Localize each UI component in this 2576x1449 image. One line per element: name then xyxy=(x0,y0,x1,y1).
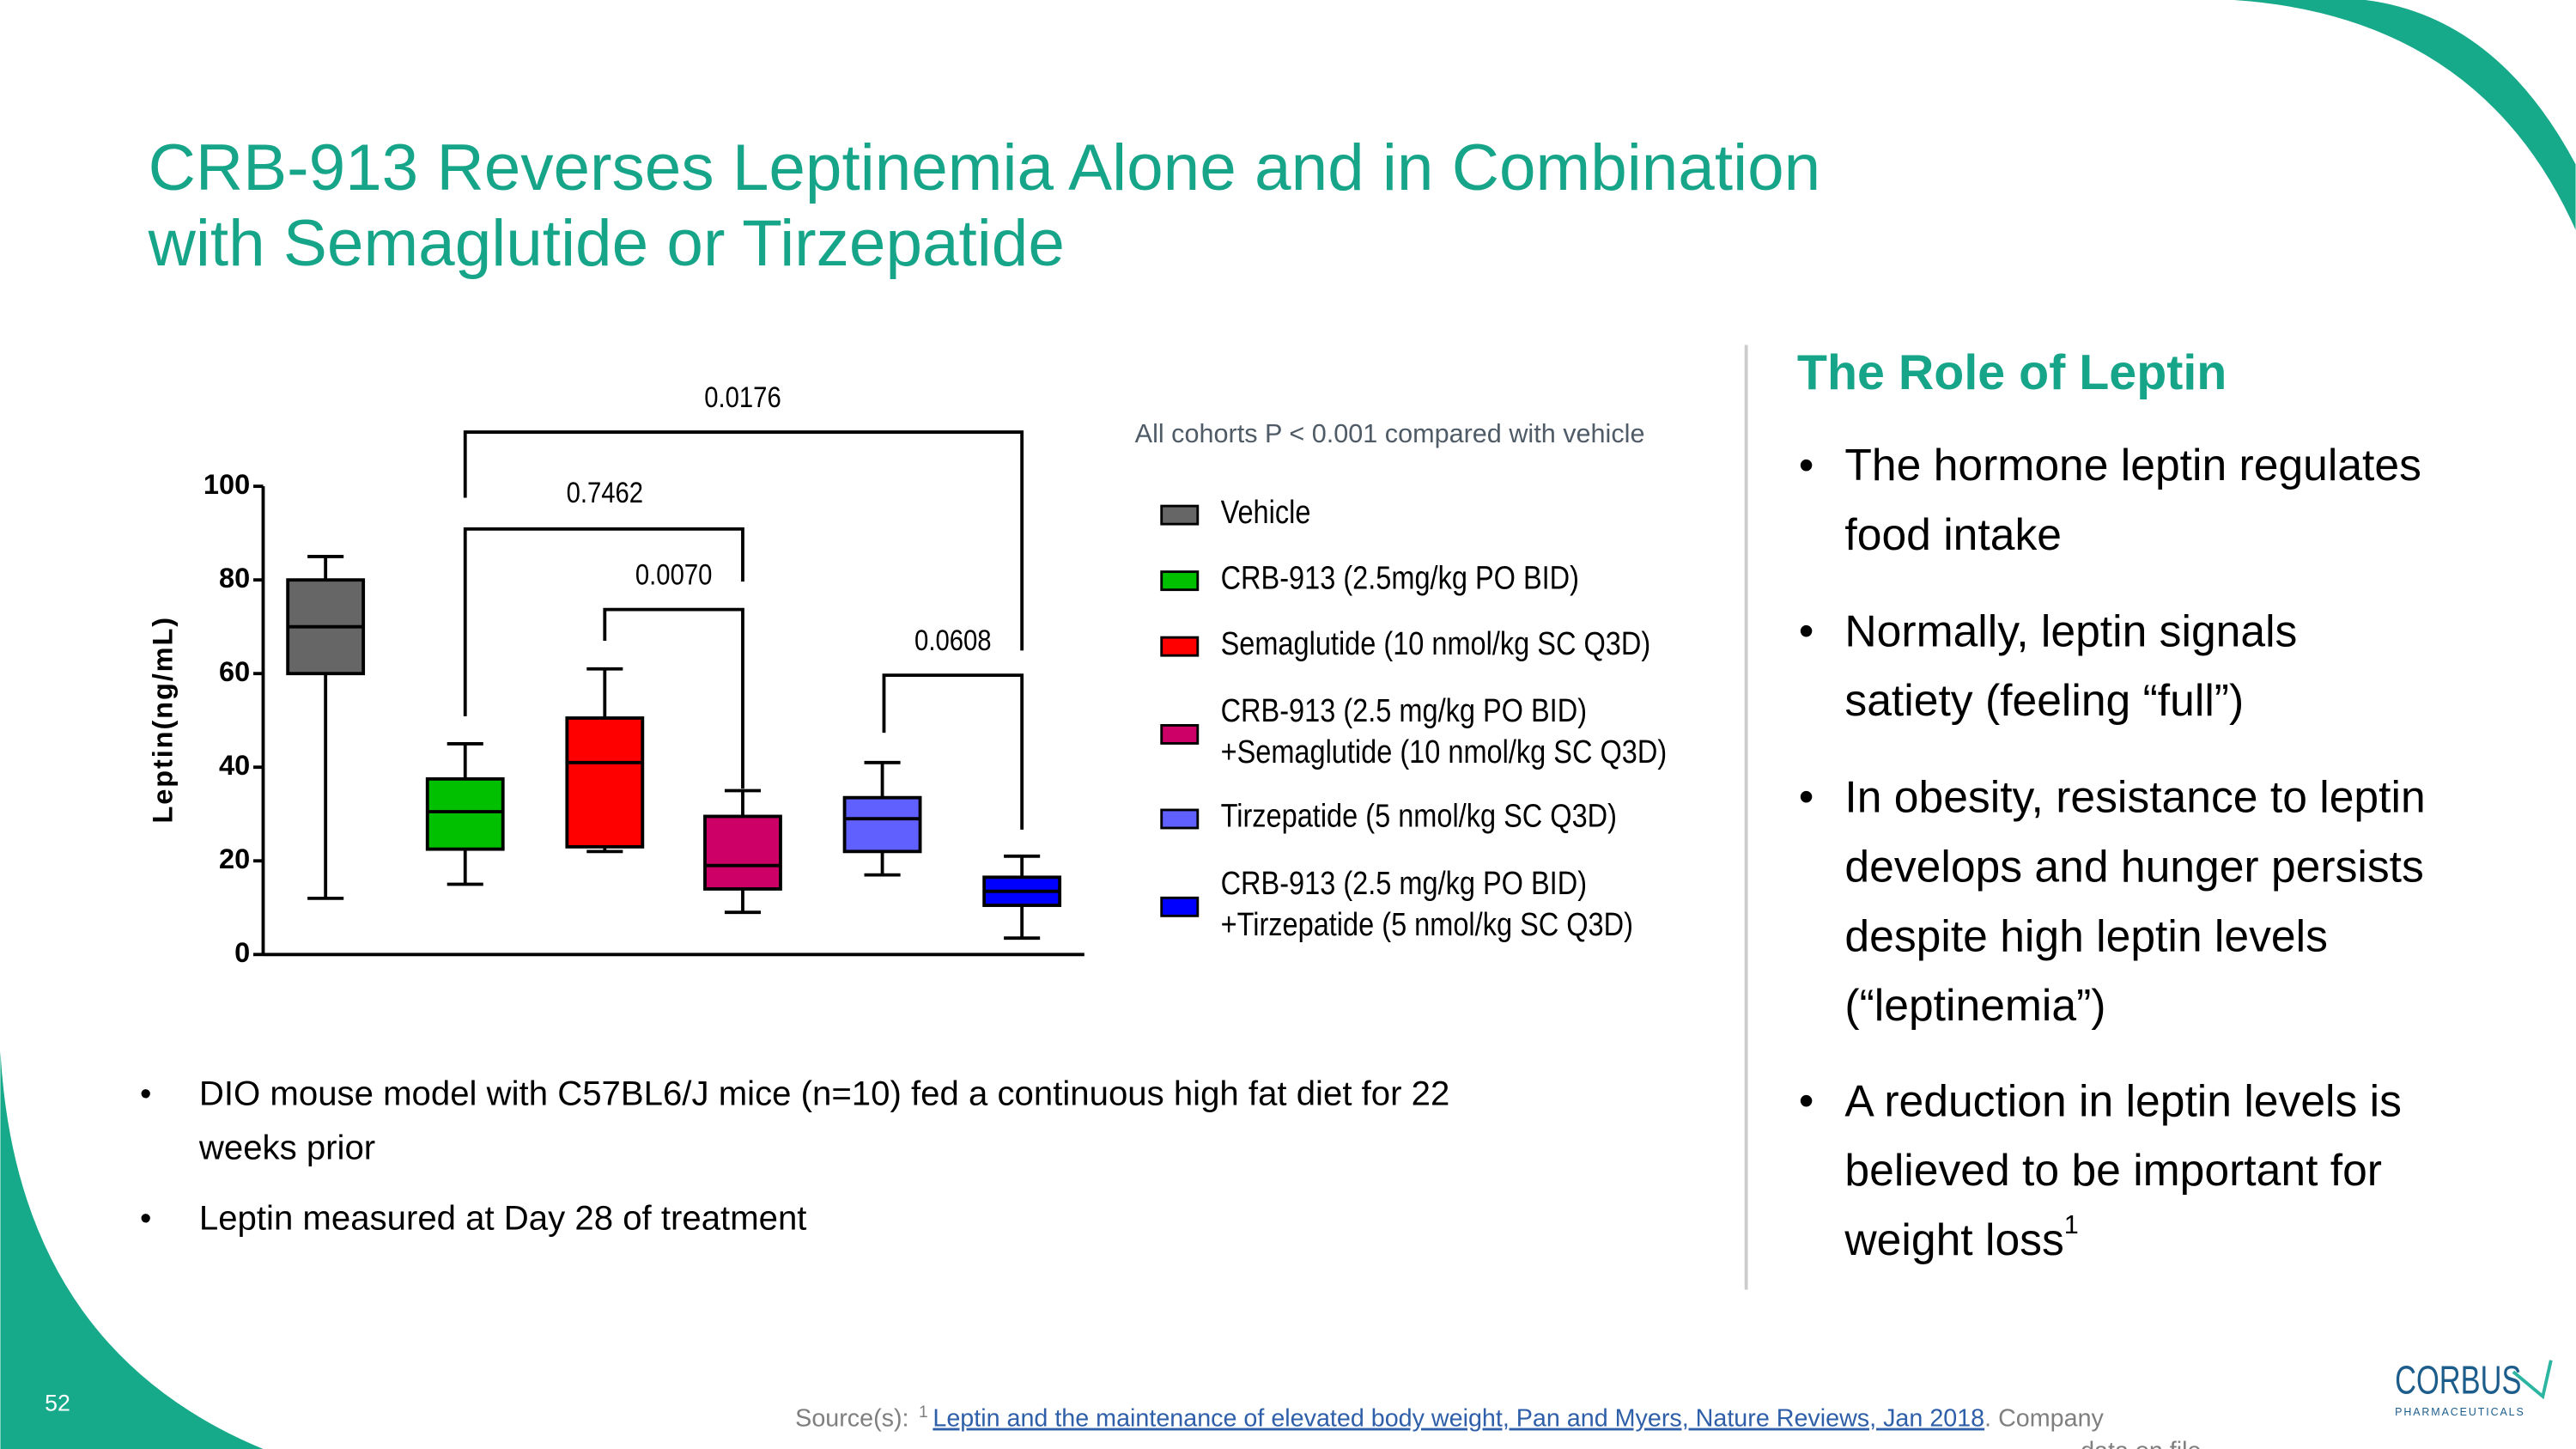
corner-decoration xyxy=(2233,0,2576,230)
sidebar-bullet: (“leptinemia”) xyxy=(1844,980,2105,1030)
legend-swatch xyxy=(1160,570,1200,592)
box xyxy=(703,814,782,891)
box xyxy=(842,795,922,854)
source: Source(s): 1 Leptin and the maintenance of… xyxy=(795,1403,2104,1432)
legend-label: Tirzepatide (5 nmol/kg SC Q3D) xyxy=(1221,797,1617,834)
source-label: Source(s): xyxy=(795,1404,908,1432)
sidebar-bullet-text: believed to be important for xyxy=(1844,1145,2382,1195)
source: data on file xyxy=(2081,1437,2201,1449)
sidebar-bullet-text: (“leptinemia”) xyxy=(1844,980,2105,1030)
sidebar-bullet-text: despite high leptin levels xyxy=(1844,910,2328,960)
slide-title: with Semaglutide or Tirzepatide xyxy=(148,207,1065,280)
logo-mark xyxy=(2512,1360,2553,1400)
sidebar-bullet-text: satiety (feeling “full”) xyxy=(1844,675,2244,725)
sidebar-bullet: A reduction in leptin levels is xyxy=(1844,1075,2402,1125)
sidebar-bullet: believed to be important for xyxy=(1844,1145,2382,1195)
y-tick-label: 0 xyxy=(234,937,250,968)
y-axis-label: Leptin(ng/mL) xyxy=(147,616,178,823)
legend-label: CRB-913 (2.5mg/kg PO BID) xyxy=(1221,559,1579,596)
study-note: weeks prior xyxy=(198,1128,375,1166)
logo-name: CORBUS xyxy=(2395,1358,2521,1403)
slide-title: CRB-913 Reverses Leptinemia Alone and in… xyxy=(149,131,1821,204)
p-value: 0.0176 xyxy=(704,381,781,414)
sidebar-bullet-text: A reduction in leptin levels is xyxy=(1844,1075,2402,1125)
y-tick-label: 60 xyxy=(219,656,250,687)
p-value: 0.0608 xyxy=(914,624,991,657)
sidebar-bullet: In obesity, resistance to leptin xyxy=(1844,771,2425,821)
legend-label: +Semaglutide (10 nmol/kg SC Q3D) xyxy=(1221,734,1668,770)
sidebar-bullet-text: food intake xyxy=(1844,509,2062,559)
sidebar-bullet: weight loss1 xyxy=(1844,1210,2078,1264)
corner-decoration xyxy=(0,1051,264,1449)
legend-swatch xyxy=(1160,724,1200,745)
legend-swatch xyxy=(1160,636,1200,657)
sidebar-bullet-text: In obesity, resistance to leptin xyxy=(1844,771,2425,821)
footnote-mark: 1 xyxy=(2064,1210,2079,1239)
sidebar-bullet: The hormone leptin regulates xyxy=(1844,440,2421,490)
sidebar-bullet-text: develops and hunger persists xyxy=(1844,841,2423,891)
source-rest: . Company xyxy=(1984,1404,2104,1432)
source-mark: 1 xyxy=(919,1403,928,1422)
significance-bracket xyxy=(463,430,1024,651)
significance-bracket xyxy=(463,527,744,716)
sidebar-bullet: satiety (feeling “full”) xyxy=(1844,675,2244,725)
sidebar-bullet-text: Normally, leptin signals xyxy=(1844,606,2297,655)
legend-label: CRB-913 (2.5 mg/kg PO BID) xyxy=(1221,692,1587,729)
bullet-dot: • xyxy=(140,1200,151,1237)
bullet-dot: • xyxy=(1799,441,1814,489)
legend-label: Semaglutide (10 nmol/kg SC Q3D) xyxy=(1221,624,1651,661)
y-tick-label: 80 xyxy=(219,563,250,594)
source-link[interactable]: Leptin and the maintenance of elevated b… xyxy=(933,1404,1984,1432)
box xyxy=(565,716,645,849)
bullet-dot: • xyxy=(1799,773,1814,821)
study-note: Leptin measured at Day 28 of treatment xyxy=(199,1199,807,1238)
legend-label: CRB-913 (2.5 mg/kg PO BID) xyxy=(1221,865,1587,902)
sidebar-bullet: develops and hunger persists xyxy=(1844,841,2423,891)
p-value: 0.7462 xyxy=(567,476,643,509)
page-number: 52 xyxy=(45,1390,70,1416)
legend-swatch xyxy=(1160,504,1200,526)
bullet-dot: • xyxy=(1799,1076,1814,1124)
box xyxy=(425,776,505,851)
y-tick-label: 40 xyxy=(219,750,250,781)
legend-swatch xyxy=(1160,808,1200,830)
legend-label: +Tirzepatide (5 nmol/kg SC Q3D) xyxy=(1221,905,1633,942)
legend-label: Vehicle xyxy=(1221,493,1311,530)
study-note: DIO mouse model with C57BL6/J mice (n=10… xyxy=(199,1074,1449,1112)
significance-bracket xyxy=(603,607,744,789)
y-tick-label: 20 xyxy=(219,843,250,874)
logo-tagline: PHARMACEUTICALS xyxy=(2395,1406,2525,1418)
legend-swatch xyxy=(1160,896,1200,917)
significance-bracket xyxy=(882,673,1024,830)
sidebar-bullet: Normally, leptin signals xyxy=(1844,606,2297,655)
sidebar-bullet: despite high leptin levels xyxy=(1844,910,2328,960)
bullet-dot: • xyxy=(1799,606,1814,654)
sidebar-bullet-text: weight loss xyxy=(1844,1215,2063,1264)
bullet-dot: • xyxy=(140,1075,151,1112)
sidebar-bullet: food intake xyxy=(1844,509,2062,559)
sidebar-bullet-text: The hormone leptin regulates xyxy=(1844,440,2421,490)
p-value: 0.0070 xyxy=(635,557,712,591)
sidebar-heading: The Role of Leptin xyxy=(1797,345,2227,400)
chart-note: All cohorts P < 0.001 compared with vehi… xyxy=(1135,419,1645,448)
y-tick-label: 100 xyxy=(204,469,250,500)
